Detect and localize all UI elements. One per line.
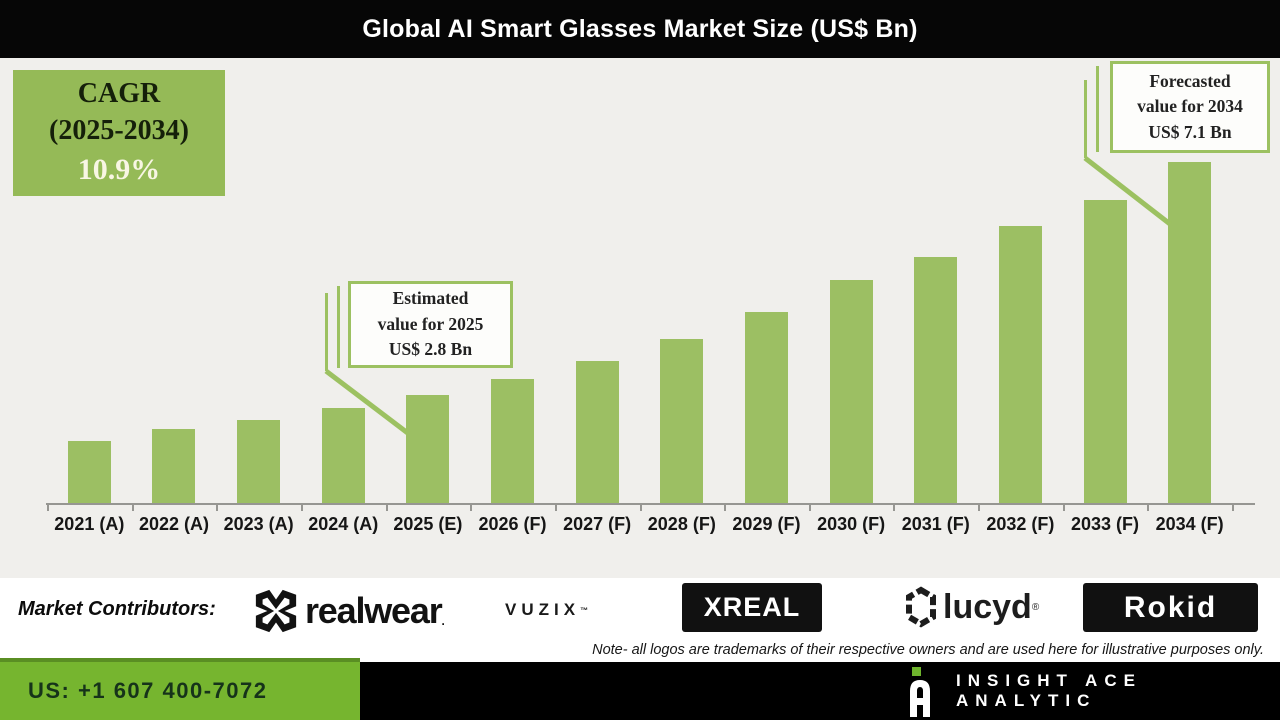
vuzix-trademark: ™ — [580, 605, 589, 615]
forecasted-callout-bracket-inner — [1096, 66, 1099, 152]
lucyd-logo-icon — [906, 586, 936, 628]
x-axis-tick — [470, 505, 473, 511]
x-axis-label: 2034 (F) — [1155, 514, 1224, 534]
contributors-band: Market Contributors: realwear. VUZIX ™ XR… — [0, 578, 1280, 662]
forecasted-callout-bracket-outer — [1084, 80, 1087, 158]
realwear-logo-icon — [255, 589, 297, 633]
lucyd-logo: lucyd ® — [903, 586, 1039, 628]
estimated-callout-line3: US$ 2.8 Bn — [388, 339, 473, 360]
x-axis-label: 2023 (A) — [223, 514, 294, 534]
x-axis-tick — [554, 505, 557, 511]
x-axis-tick — [893, 505, 896, 511]
bar-2031-f- — [914, 257, 958, 503]
rokid-wordmark: Rokid — [1123, 590, 1218, 624]
x-axis-line — [46, 503, 1255, 505]
bar-2024-a- — [321, 408, 365, 503]
x-axis-label: 2030 (F) — [817, 514, 886, 534]
x-axis-tick — [808, 505, 811, 511]
bar-2033-f- — [1083, 200, 1127, 503]
estimated-callout-line1: Estimated — [392, 288, 469, 309]
trademark-note: Note- all logos are trademarks of their … — [592, 642, 1264, 658]
xreal-logo: XREAL — [682, 583, 822, 632]
bar-2025-e- — [406, 395, 450, 503]
x-axis-tick — [1062, 505, 1065, 511]
footer-bar: US: +1 607 400-7072 INSIGHT ACE ANALYTIC — [0, 658, 1280, 720]
realwear-wordmark: realwear — [305, 590, 443, 631]
lucyd-wordmark: lucyd — [943, 587, 1032, 626]
x-axis-tick — [385, 505, 388, 511]
bar-2034-f- — [1168, 162, 1212, 503]
x-axis-tick — [639, 505, 642, 511]
bar-2030-f- — [829, 280, 873, 503]
estimated-callout-bracket-outer — [325, 293, 328, 371]
cagr-badge: CAGR (2025-2034) 10.9% — [13, 70, 225, 196]
bar-plot — [47, 58, 1232, 503]
contributors-label: Market Contributors: — [18, 598, 216, 620]
cagr-value: 10.9% — [77, 153, 161, 187]
bar-2023-a- — [237, 420, 281, 503]
x-axis-tick — [300, 505, 303, 511]
bar-2032-f- — [998, 226, 1042, 503]
x-axis-label: 2021 (A) — [54, 514, 125, 534]
x-axis-label: 2027 (F) — [563, 514, 632, 534]
cagr-period: (2025-2034) — [49, 115, 189, 147]
x-axis-tick — [47, 505, 49, 511]
insight-ace-analytic-logo-icon — [910, 667, 930, 717]
phone-banner: US: +1 607 400-7072 — [0, 658, 360, 720]
xreal-wordmark: XREAL — [703, 592, 801, 622]
x-axis-label: 2032 (F) — [986, 514, 1055, 534]
x-axis-label: 2026 (F) — [478, 514, 547, 534]
realwear-logo: realwear. — [253, 588, 445, 634]
forecasted-callout-line2: value for 2034 — [1137, 96, 1243, 117]
company-name: INSIGHT ACE ANALYTIC — [956, 671, 1142, 710]
x-axis-label: 2028 (F) — [647, 514, 716, 534]
forecasted-value-callout: Forecasted value for 2034 US$ 7.1 Bn — [1110, 61, 1270, 153]
realwear-trademark-dot: . — [441, 614, 445, 628]
x-axis-tick — [978, 505, 981, 511]
phone-number: US: +1 607 400-7072 — [28, 678, 268, 703]
bar-2027-f- — [575, 361, 619, 503]
x-axis-label: 2024 (A) — [308, 514, 379, 534]
x-axis-label: 2029 (F) — [732, 514, 801, 534]
lucyd-registered-mark: ® — [1031, 601, 1040, 613]
x-axis-labels: 2021 (A) 2022 (A) 2023 (A) 2024 (A) 2025 (E)… — [47, 514, 1232, 535]
bar-2026-f- — [491, 379, 535, 503]
x-axis-label: 2022 (A) — [138, 514, 209, 534]
x-axis-tick — [1147, 505, 1150, 511]
rokid-logo: Rokid — [1083, 583, 1258, 632]
chart-area: CAGR (2025-2034) 10.9% 2021 (A) 2022 (A) 2… — [0, 58, 1280, 578]
x-axis-label: 2031 (F) — [901, 514, 970, 534]
title-bar: Global AI Smart Glasses Market Size (US$… — [0, 0, 1280, 58]
vuzix-logo: VUZIX ™ — [505, 600, 588, 620]
vuzix-wordmark: VUZIX — [505, 600, 581, 619]
estimated-callout-line2: value for 2025 — [377, 313, 484, 334]
x-axis-label: 2033 (F) — [1070, 514, 1140, 534]
x-axis-tick — [1232, 505, 1234, 511]
estimated-value-callout: Estimated value for 2025 US$ 2.8 Bn — [348, 281, 513, 368]
estimated-callout-bracket-inner — [337, 286, 340, 368]
x-axis-tick — [131, 505, 134, 511]
x-axis-label: 2025 (E) — [393, 514, 463, 534]
bar-2021-a- — [67, 441, 111, 503]
cagr-label: CAGR — [77, 78, 161, 110]
bar-2022-a- — [152, 429, 196, 503]
forecasted-callout-line3: US$ 7.1 Bn — [1148, 121, 1232, 142]
bar-2029-f- — [744, 312, 788, 503]
bar-2028-f- — [660, 339, 704, 503]
page-title: Global AI Smart Glasses Market Size (US$… — [362, 14, 918, 43]
x-axis-tick — [216, 505, 219, 511]
forecasted-callout-line1: Forecasted — [1149, 70, 1231, 91]
x-axis-tick — [724, 505, 727, 511]
